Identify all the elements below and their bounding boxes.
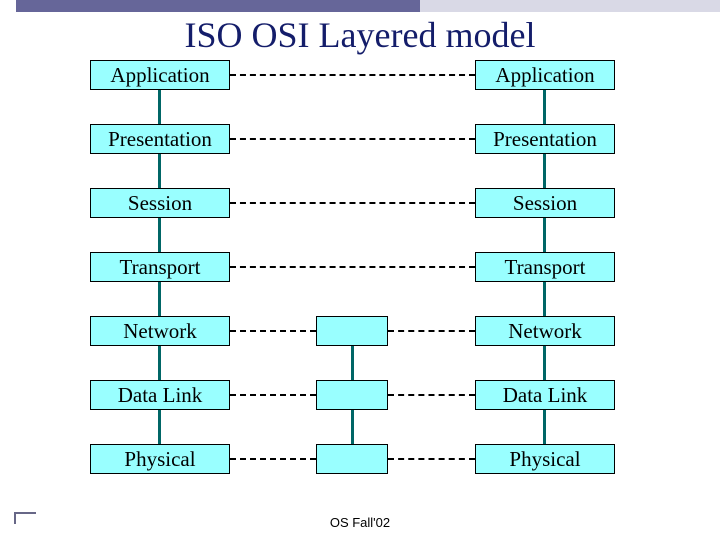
layer-box-right: Physical [475, 444, 615, 474]
layer-label: Application [110, 63, 209, 88]
osi-diagram: Application Application Presentation Presen… [0, 60, 720, 505]
stack-connector [543, 346, 546, 380]
corner-decoration-icon [14, 512, 36, 524]
top-accent-light [420, 0, 720, 12]
peer-link-dashed [230, 74, 475, 76]
stack-connector [351, 410, 354, 444]
peer-link-dashed [230, 330, 316, 332]
layer-label: Application [495, 63, 594, 88]
peer-link-dashed [388, 394, 475, 396]
layer-box-left: Session [90, 188, 230, 218]
top-accent-bar [0, 0, 720, 12]
layer-label: Session [513, 191, 577, 216]
layer-box-right: Application [475, 60, 615, 90]
layer-label: Network [123, 319, 196, 344]
peer-link-dashed [230, 394, 316, 396]
stack-connector [543, 410, 546, 444]
stack-connector [158, 218, 161, 252]
layer-label: Session [128, 191, 192, 216]
layer-box-left: Presentation [90, 124, 230, 154]
layer-label: Presentation [493, 127, 597, 152]
stack-connector [158, 90, 161, 124]
layer-label: Data Link [118, 383, 203, 408]
peer-link-dashed [230, 202, 475, 204]
stack-connector [158, 410, 161, 444]
layer-label: Presentation [108, 127, 212, 152]
stack-connector [158, 282, 161, 316]
layer-label: Data Link [503, 383, 588, 408]
layer-box-right: Transport [475, 252, 615, 282]
layer-label: Transport [505, 255, 586, 280]
stack-connector [158, 346, 161, 380]
layer-label: Physical [509, 447, 580, 472]
router-box [316, 444, 388, 474]
stack-connector [543, 282, 546, 316]
slide-footer: OS Fall'02 [0, 515, 720, 530]
peer-link-dashed [388, 330, 475, 332]
stack-connector [543, 218, 546, 252]
layer-box-right: Session [475, 188, 615, 218]
layer-box-left: Network [90, 316, 230, 346]
stack-connector [351, 346, 354, 380]
layer-label: Transport [120, 255, 201, 280]
stack-connector [543, 90, 546, 124]
stack-connector [543, 154, 546, 188]
peer-link-dashed [230, 458, 316, 460]
layer-label: Network [508, 319, 581, 344]
layer-box-right: Network [475, 316, 615, 346]
stack-connector [158, 154, 161, 188]
layer-box-right: Presentation [475, 124, 615, 154]
router-box [316, 380, 388, 410]
layer-box-right: Data Link [475, 380, 615, 410]
peer-link-dashed [388, 458, 475, 460]
page-title: ISO OSI Layered model [0, 14, 720, 56]
layer-box-left: Physical [90, 444, 230, 474]
peer-link-dashed [230, 266, 475, 268]
router-box [316, 316, 388, 346]
layer-box-left: Transport [90, 252, 230, 282]
top-accent-dark [16, 0, 420, 12]
layer-label: Physical [124, 447, 195, 472]
peer-link-dashed [230, 138, 475, 140]
layer-box-left: Data Link [90, 380, 230, 410]
layer-box-left: Application [90, 60, 230, 90]
